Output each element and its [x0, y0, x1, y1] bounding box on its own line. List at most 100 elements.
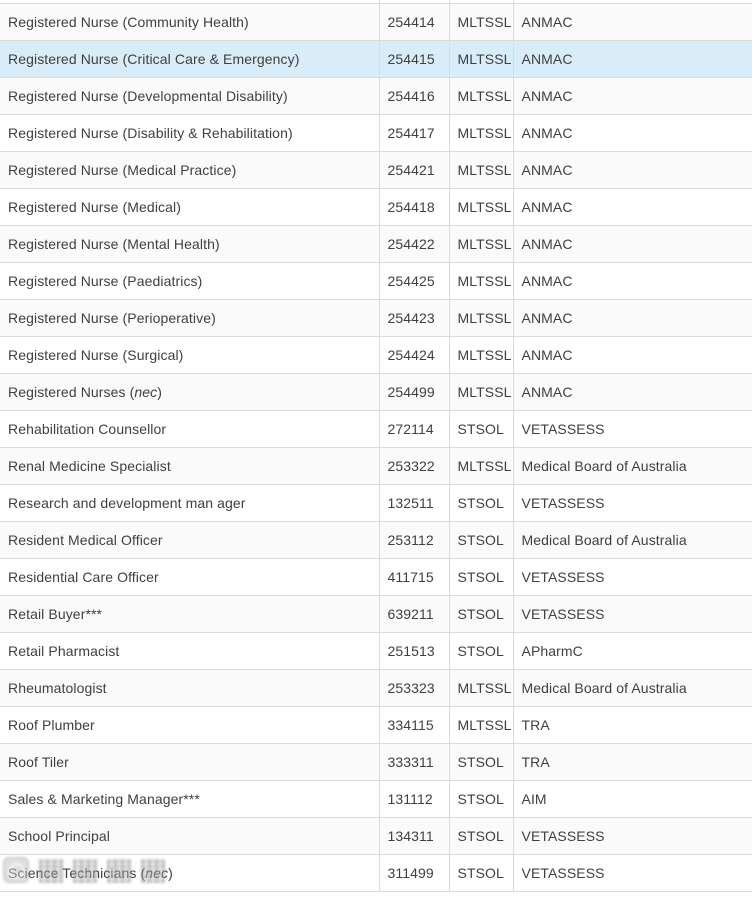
occupation-cell: Registered Nurse (Mental Health): [0, 225, 380, 263]
list-type-cell: MLTSSL: [449, 373, 514, 411]
table-row: Roof Tiler 333311 STSOL TRA: [0, 743, 752, 781]
list-type-cell: MLTSSL: [449, 336, 514, 374]
table-row: Renal Medicine Specialist 253322 MLTSSL Med…: [0, 447, 752, 485]
list-type-cell: MLTSSL: [449, 225, 514, 263]
occupation-cell: Roof Tiler: [0, 743, 380, 781]
list-type-cell: MLTSSL: [449, 151, 514, 189]
anzsco-code-cell: 253112: [379, 521, 450, 559]
assessing-authority-cell: VETASSESS: [513, 854, 752, 892]
assessing-authority-cell: TRA: [513, 706, 752, 744]
table-row: Registered Nurse (Developmental Disabili…: [0, 77, 752, 115]
assessing-authority-cell: APharmC: [513, 632, 752, 670]
assessing-authority-cell: Medical Board of Australia: [513, 521, 752, 559]
occupation-cell: Residential Care Officer: [0, 558, 380, 596]
table-row: Registered Nurse (Mental Health) 254422 ML…: [0, 225, 752, 263]
table-row: Residential Care Officer 411715 STSOL VETAS…: [0, 558, 752, 596]
list-type-cell: MLTSSL: [449, 114, 514, 152]
assessing-authority-cell: ANMAC: [513, 262, 752, 300]
table-row: Roof Plumber 334115 MLTSSL TRA: [0, 706, 752, 744]
assessing-authority-cell: ANMAC: [513, 299, 752, 337]
assessing-authority-cell: Medical Board of Australia: [513, 669, 752, 707]
assessing-authority-cell: VETASSESS: [513, 410, 752, 448]
table-row: Rheumatologist 253323 MLTSSL Medical Board …: [0, 669, 752, 707]
occupation-cell: Rehabilitation Counsellor: [0, 410, 380, 448]
anzsco-code-cell: 131112: [379, 780, 450, 818]
list-type-cell: STSOL: [449, 817, 514, 855]
assessing-authority-cell: ANMAC: [513, 3, 752, 41]
list-type-cell: STSOL: [449, 410, 514, 448]
table-row: Retail Buyer*** 639211 STSOL VETASSESS: [0, 595, 752, 633]
occupation-cell: Resident Medical Officer: [0, 521, 380, 559]
anzsco-code-cell: 254425: [379, 262, 450, 300]
anzsco-code-cell: 254416: [379, 77, 450, 115]
assessing-authority-cell: VETASSESS: [513, 558, 752, 596]
anzsco-code-cell: 272114: [379, 410, 450, 448]
anzsco-code-cell: 254417: [379, 114, 450, 152]
list-type-cell: STSOL: [449, 484, 514, 522]
anzsco-code-cell: 254499: [379, 373, 450, 411]
table-row: Registered Nurse (Surgical) 254424 MLTSSL A…: [0, 336, 752, 374]
assessing-authority-cell: ANMAC: [513, 373, 752, 411]
anzsco-code-cell: 251513: [379, 632, 450, 670]
occupation-cell: Renal Medicine Specialist: [0, 447, 380, 485]
anzsco-code-cell: 254418: [379, 188, 450, 226]
anzsco-code-cell: 253322: [379, 447, 450, 485]
list-type-cell: MLTSSL: [449, 188, 514, 226]
occupation-cell: Science Technicians (nec): [0, 854, 380, 892]
occupation-cell: School Principal: [0, 817, 380, 855]
occupation-cell: Registered Nurse (Paediatrics): [0, 262, 380, 300]
anzsco-code-cell: 254415: [379, 40, 450, 78]
list-type-cell: MLTSSL: [449, 3, 514, 41]
table-row: Registered Nurse (Paediatrics) 254425 MLTS…: [0, 262, 752, 300]
anzsco-code-cell: 334115: [379, 706, 450, 744]
list-type-cell: MLTSSL: [449, 706, 514, 744]
assessing-authority-cell: VETASSESS: [513, 817, 752, 855]
list-type-cell: MLTSSL: [449, 40, 514, 78]
assessing-authority-cell: Medical Board of Australia: [513, 447, 752, 485]
table-row: Registered Nurse (Medical Practice) 25442…: [0, 151, 752, 189]
table-row: Registered Nurse (Critical Care & Emerge…: [0, 40, 752, 78]
anzsco-code-cell: 411715: [379, 558, 450, 596]
assessing-authority-cell: VETASSESS: [513, 595, 752, 633]
list-type-cell: STSOL: [449, 854, 514, 892]
occupation-cell: Sales & Marketing Manager***: [0, 780, 380, 818]
occupation-cell: Retail Pharmacist: [0, 632, 380, 670]
table-row: Registered Nurses (nec) 254499 MLTSSL ANMAC: [0, 373, 752, 411]
table-row: Retail Pharmacist 251513 STSOL APharmC: [0, 632, 752, 670]
occupation-cell: Rheumatologist: [0, 669, 380, 707]
occupation-cell: Registered Nurse (Disability & Rehabilit…: [0, 114, 380, 152]
anzsco-code-cell: 254421: [379, 151, 450, 189]
table-row: Resident Medical Officer 253112 STSOL Medic…: [0, 521, 752, 559]
assessing-authority-cell: ANMAC: [513, 40, 752, 78]
table-row: Registered Nurse (Disability & Rehabilit…: [0, 114, 752, 152]
occupation-cell: Registered Nurse (Critical Care & Emerge…: [0, 40, 380, 78]
list-type-cell: MLTSSL: [449, 447, 514, 485]
occupation-cell: Retail Buyer***: [0, 595, 380, 633]
cut-off-row-stub: [0, 0, 752, 4]
table-row: School Principal 134311 STSOL VETASSESS: [0, 817, 752, 855]
occupation-cell: Registered Nurse (Surgical): [0, 336, 380, 374]
anzsco-code-cell: 254424: [379, 336, 450, 374]
assessing-authority-cell: ANMAC: [513, 77, 752, 115]
occupation-cell: Registered Nurse (Perioperative): [0, 299, 380, 337]
assessing-authority-cell: ANMAC: [513, 188, 752, 226]
assessing-authority-cell: ANMAC: [513, 114, 752, 152]
table-row: Rehabilitation Counsellor 272114 STSOL VETA…: [0, 410, 752, 448]
list-type-cell: MLTSSL: [449, 299, 514, 337]
anzsco-code-cell: 254414: [379, 3, 450, 41]
occupation-cell: Registered Nurse (Medical Practice): [0, 151, 380, 189]
list-type-cell: STSOL: [449, 521, 514, 559]
table-row: Registered Nurse (Perioperative) 254423 ML…: [0, 299, 752, 337]
occupation-cell: Registered Nurse (Medical): [0, 188, 380, 226]
anzsco-code-cell: 311499: [379, 854, 450, 892]
assessing-authority-cell: ANMAC: [513, 151, 752, 189]
list-type-cell: STSOL: [449, 558, 514, 596]
assessing-authority-cell: ANMAC: [513, 225, 752, 263]
table-row: Research and development man ager 132511 S…: [0, 484, 752, 522]
table-row: Science Technicians (nec) 311499 STSOL VETA…: [0, 854, 752, 892]
assessing-authority-cell: ANMAC: [513, 336, 752, 374]
list-type-cell: MLTSSL: [449, 669, 514, 707]
anzsco-code-cell: 253323: [379, 669, 450, 707]
occupation-cell: Registered Nurse (Community Health): [0, 3, 380, 41]
